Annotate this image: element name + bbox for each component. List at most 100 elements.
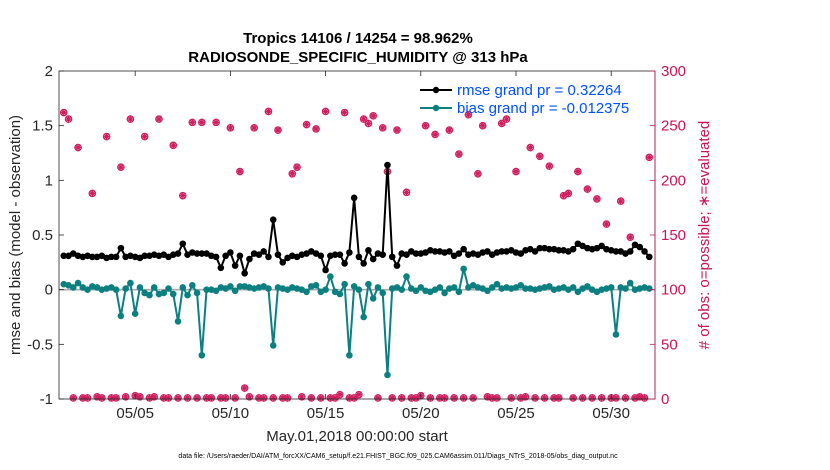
obs-count-point — [578, 394, 587, 402]
obs-count-point — [621, 394, 630, 402]
obs-count-point — [502, 115, 511, 123]
rmse-point — [536, 244, 544, 252]
obs-count-point — [450, 394, 458, 402]
x-tick-label: 05/30 — [592, 405, 630, 422]
rmse-point — [279, 259, 287, 266]
obs-count-point — [240, 384, 249, 392]
obs-count-point — [283, 394, 292, 402]
bias-point — [484, 287, 491, 295]
obs-count-point — [612, 394, 620, 402]
obs-count-point — [626, 233, 635, 241]
rmse-point — [336, 251, 344, 258]
obs-count-point — [521, 393, 530, 401]
obs-count-point — [231, 394, 239, 402]
x-tick-label: 05/25 — [497, 405, 535, 422]
bias-point — [150, 284, 158, 291]
bias-point — [117, 312, 125, 320]
bias-point — [374, 284, 382, 291]
bias-point — [122, 285, 129, 292]
obs-count-point — [474, 169, 482, 178]
rmse-point — [431, 248, 439, 255]
obs-count-point — [169, 141, 178, 150]
obs-count-point — [293, 163, 301, 172]
x-axis-label: May.01,2018 00:00:00 start — [266, 428, 448, 445]
obs-count-point — [88, 189, 97, 198]
obs-count-point — [321, 107, 330, 116]
bias-point — [198, 351, 206, 359]
rmse-point — [317, 252, 325, 260]
rmse-point — [89, 253, 96, 261]
obs-count-point — [274, 126, 282, 134]
rmse-point — [179, 240, 187, 248]
rmse-point — [217, 264, 225, 272]
obs-count-point — [264, 107, 273, 116]
bias-point — [350, 283, 358, 290]
rmse-point — [412, 250, 420, 257]
obs-count-point — [331, 394, 339, 402]
obs-count-point — [288, 169, 297, 178]
rmse-point — [460, 245, 467, 253]
bias-point — [69, 284, 77, 291]
obs-count-point — [340, 108, 349, 117]
bias-point — [74, 279, 82, 287]
obs-count-point — [469, 394, 477, 402]
obs-count-point — [136, 393, 144, 401]
rmse-point — [212, 253, 220, 261]
obs-count-point — [555, 394, 563, 402]
obs-count-point — [459, 394, 468, 402]
y-left-tick-label: 1.5 — [32, 118, 53, 135]
obs-count-point — [269, 394, 278, 402]
x-tick-label: 05/10 — [212, 405, 250, 422]
obs-count-point — [121, 393, 130, 401]
obs-count-point — [245, 393, 254, 401]
bias-point — [203, 286, 210, 293]
legend-rmse-label: rmse grand pr = 0.32264 — [457, 82, 622, 99]
rmse-point — [269, 216, 277, 223]
bias-point — [612, 331, 620, 338]
obs-count-point — [59, 108, 68, 117]
chart-title-line1: Tropics 14106 / 14254 = 98.962% — [243, 30, 473, 47]
rmse-point — [260, 248, 267, 255]
obs-count-point — [226, 124, 235, 132]
bias-point — [184, 291, 191, 299]
rmse-point — [598, 242, 605, 250]
obs-count-point — [336, 390, 344, 399]
bias-point — [312, 281, 320, 289]
obs-count-point — [369, 112, 377, 120]
rmse-point — [108, 253, 115, 261]
rmse-point — [355, 253, 363, 261]
obs-count-point — [545, 162, 554, 170]
bias-point — [365, 280, 372, 288]
obs-count-point — [359, 115, 368, 123]
rmse-point — [265, 253, 272, 261]
bias-point — [327, 273, 334, 280]
obs-count-point — [455, 150, 463, 158]
legend-bias-label: bias grand pr = -0.012375 — [457, 100, 629, 117]
rmse-point — [393, 262, 401, 269]
bias-point — [360, 313, 367, 321]
obs-count-point — [164, 394, 173, 402]
rmse-point — [446, 248, 453, 255]
obs-count-point — [250, 124, 258, 132]
rmse-point — [455, 250, 463, 257]
y-right-tick-label: 100 — [661, 282, 686, 299]
rmse-point — [546, 245, 553, 253]
y-left-tick-label: 0 — [45, 282, 53, 299]
rmse-point — [645, 253, 653, 261]
y-left-tick-label: -1 — [40, 391, 53, 408]
bias-point — [622, 285, 629, 292]
bias-point — [384, 371, 391, 379]
rmse-point — [636, 243, 644, 251]
y-right-tick-label: 300 — [661, 63, 686, 80]
obs-count-point — [645, 153, 654, 162]
obs-count-point — [355, 390, 363, 399]
obs-count-point — [569, 394, 577, 402]
bias-point — [455, 288, 463, 296]
obs-count-point — [150, 393, 159, 401]
rmse-point — [141, 252, 148, 260]
obs-count-point — [421, 121, 430, 130]
obs-count-point — [588, 394, 596, 402]
obs-count-point — [312, 125, 320, 133]
rmse-point — [379, 251, 387, 258]
obs-count-point — [74, 143, 82, 152]
